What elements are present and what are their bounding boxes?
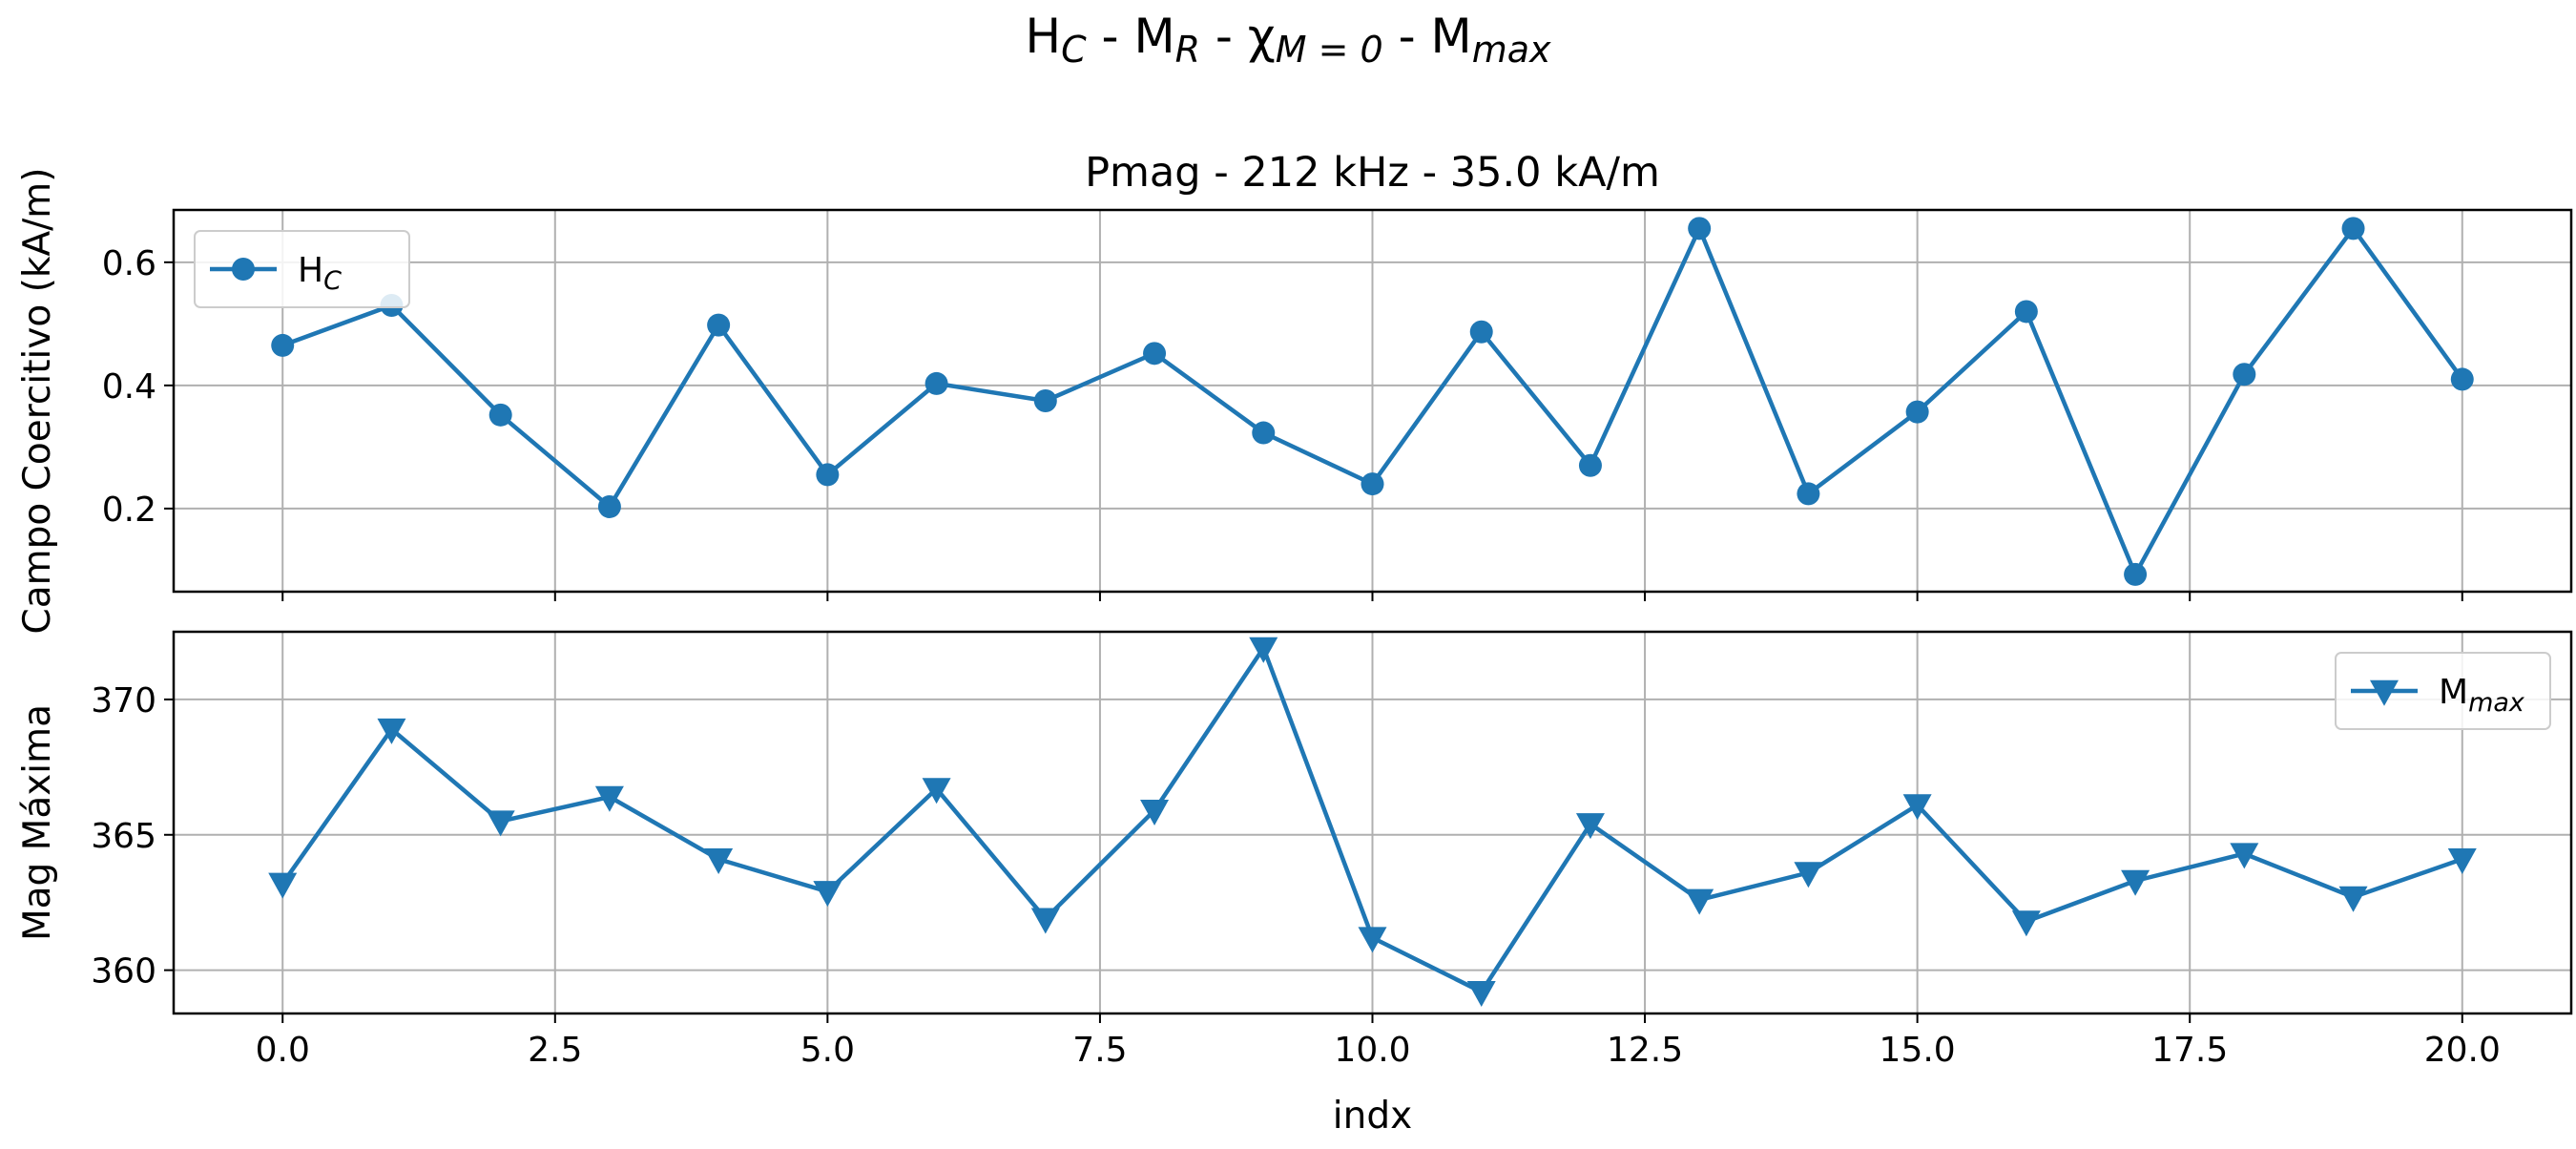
data-point xyxy=(1143,342,1167,366)
data-point xyxy=(594,785,624,812)
data-point xyxy=(1575,813,1605,840)
x-tick-label: 10.0 xyxy=(1334,1031,1410,1070)
y-tick-label: 365 xyxy=(91,817,156,856)
data-point xyxy=(1688,217,1712,240)
panel-title: Pmag - 212 kHz - 35.0 kA/m xyxy=(1085,149,1660,197)
data-point xyxy=(268,872,298,899)
legend-label: HC xyxy=(298,251,342,296)
data-point xyxy=(2450,367,2474,391)
x-tick-label: 17.5 xyxy=(2151,1031,2228,1070)
x-tick-label: 12.5 xyxy=(1607,1031,1683,1070)
legend-marker xyxy=(2370,679,2399,706)
data-point xyxy=(1358,927,1387,953)
data-point xyxy=(922,778,951,804)
data-point xyxy=(2338,886,2368,912)
data-point xyxy=(1905,400,1929,424)
data-point xyxy=(2447,848,2477,875)
data-point xyxy=(1794,862,1823,888)
data-point xyxy=(924,371,948,395)
data-point xyxy=(486,810,515,837)
x-tick-label: 5.0 xyxy=(800,1031,855,1070)
x-tick-label: 2.5 xyxy=(528,1031,582,1070)
data-point xyxy=(1252,421,1276,445)
y-tick-label: 370 xyxy=(91,681,156,721)
data-point xyxy=(2124,562,2148,586)
legend-marker xyxy=(232,258,255,281)
data-point xyxy=(1030,908,1060,934)
data-point xyxy=(1797,482,1820,506)
data-point xyxy=(1140,799,1170,825)
data-point xyxy=(704,848,734,875)
legend: Mmax xyxy=(2335,652,2551,730)
legend-box xyxy=(2335,652,2551,730)
data-point xyxy=(816,463,840,487)
data-point xyxy=(2233,363,2256,386)
data-point xyxy=(1469,320,1493,344)
axes-frame xyxy=(172,630,2573,1015)
data-point xyxy=(1033,389,1057,412)
data-point xyxy=(707,313,731,337)
y-tick-label: 360 xyxy=(91,952,156,992)
data-point xyxy=(597,494,621,518)
data-point xyxy=(2014,300,2038,324)
data-point xyxy=(813,881,842,908)
coercive-field-panel: 0.2 0.4 0.6 Pmag - 212 kHz - 35.0 kA/m Campo… xyxy=(16,149,2573,635)
y-axis-label: Mag Máxima xyxy=(16,704,59,941)
legend-label: Mmax xyxy=(2439,673,2525,718)
legend: HC xyxy=(194,230,410,308)
y-axis-label: Campo Coercitivo (kA/m) xyxy=(16,168,59,635)
legend-box xyxy=(194,230,410,308)
data-point xyxy=(2121,869,2150,896)
x-tick-label: 20.0 xyxy=(2424,1031,2501,1070)
y-tick-label: 0.4 xyxy=(102,367,156,407)
data-point xyxy=(1685,888,1714,915)
axes-frame xyxy=(172,208,2573,594)
data-point xyxy=(377,718,406,744)
chart-suptitle: HC - MR - χM = 0 - Mmax xyxy=(1026,9,1551,71)
data-point xyxy=(271,333,295,357)
data-point xyxy=(1902,794,1932,821)
x-tick-label: 0.0 xyxy=(256,1031,310,1070)
x-tick-label: 15.0 xyxy=(1880,1031,1956,1070)
x-axis-label: indx xyxy=(1333,1095,1412,1138)
y-tick-label: 0.6 xyxy=(102,244,156,283)
data-point xyxy=(1466,981,1496,1008)
data-point xyxy=(2011,910,2041,937)
data-point xyxy=(488,403,512,427)
figure-suptitle: HC - MR - χM = 0 - Mmax xyxy=(1026,9,1551,71)
data-point xyxy=(2230,843,2259,869)
y-tick-label: 0.2 xyxy=(102,491,156,530)
data-point xyxy=(1578,453,1602,477)
x-tick-label: 7.5 xyxy=(1072,1031,1127,1070)
data-point xyxy=(1361,472,1384,496)
data-point xyxy=(2341,217,2365,240)
data-point xyxy=(1249,637,1278,663)
max-magnetization-panel: 0.0 2.5 5.0 7.5 10.0 12.5 15.0 17.5 20.0 360 365 37… xyxy=(16,630,2573,1138)
